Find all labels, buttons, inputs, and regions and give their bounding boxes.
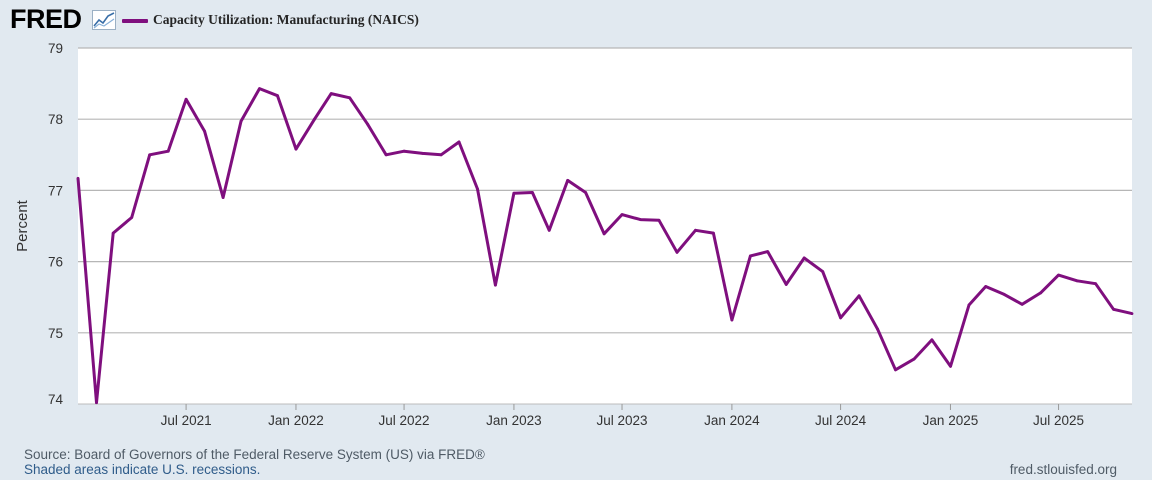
data-point	[130, 216, 134, 219]
data-point	[95, 401, 98, 404]
data-point	[1112, 307, 1115, 311]
data-point	[512, 191, 516, 195]
y-axis-title: Percent	[14, 199, 31, 252]
data-points	[76, 87, 1134, 404]
plot-area	[78, 48, 1132, 404]
data-point	[894, 368, 897, 372]
data-point	[421, 152, 424, 155]
data-point	[584, 191, 587, 194]
data-point	[476, 187, 479, 191]
data-point	[239, 119, 243, 123]
x-tick-label: Jul 2025	[1033, 413, 1084, 428]
data-point	[1094, 282, 1097, 286]
data-point	[784, 283, 788, 286]
line-chart-icon	[92, 10, 116, 30]
chart-header: FRED Capacity Utilization: Manufacturing…	[0, 0, 1152, 40]
fred-logo[interactable]: FRED	[10, 4, 82, 34]
data-point	[657, 218, 661, 222]
data-point	[749, 254, 752, 258]
data-point	[1057, 273, 1060, 277]
x-tick-label: Jul 2022	[379, 413, 430, 428]
y-tick-label: 78	[48, 112, 63, 127]
data-point	[1075, 279, 1079, 283]
data-point	[730, 318, 734, 322]
data-point	[439, 153, 443, 157]
y-tick-label: 75	[48, 326, 63, 341]
data-point	[620, 213, 624, 217]
data-point	[675, 250, 679, 254]
data-point	[294, 147, 298, 151]
data-point	[967, 303, 971, 307]
data-point	[839, 316, 842, 320]
data-point	[276, 94, 279, 98]
data-point	[76, 176, 80, 180]
legend-label: Capacity Utilization: Manufacturing (NAI…	[153, 12, 419, 27]
data-point	[639, 218, 642, 222]
data-point	[912, 357, 916, 361]
data-point	[348, 96, 352, 100]
data-point	[494, 283, 497, 287]
data-point	[258, 87, 261, 90]
data-point	[111, 231, 115, 235]
x-tick-label: Jan 2023	[486, 413, 542, 428]
data-point	[821, 270, 825, 273]
site-url[interactable]: fred.stlouisfed.org	[1009, 462, 1117, 477]
x-tick-label: Jan 2022	[268, 413, 324, 428]
data-point	[876, 327, 879, 331]
data-point	[384, 153, 388, 157]
x-tick-label: Jul 2023	[596, 413, 647, 428]
data-point	[802, 256, 806, 260]
legend-swatch	[122, 19, 148, 23]
x-tick-label: Jan 2025	[923, 413, 979, 428]
data-point	[1039, 291, 1042, 295]
y-axis-ticks: 74 75 76 77 78 79	[48, 41, 64, 407]
data-point	[694, 228, 697, 232]
x-tick-label: Jul 2021	[161, 413, 212, 428]
data-point	[857, 294, 861, 298]
data-point	[1002, 293, 1006, 296]
data-point	[329, 92, 333, 95]
y-tick-label: 74	[48, 392, 64, 407]
data-point	[166, 149, 170, 153]
y-tick-label: 79	[48, 41, 63, 56]
x-tick-label: Jul 2024	[815, 413, 867, 428]
data-point	[531, 191, 534, 194]
y-tick-label: 76	[48, 255, 63, 270]
data-point	[221, 196, 225, 199]
data-point	[1020, 302, 1024, 306]
data-point	[766, 250, 770, 254]
data-point	[402, 149, 406, 153]
data-point	[184, 97, 188, 101]
data-point	[949, 364, 952, 368]
gridlines	[78, 47, 1132, 405]
data-point	[313, 117, 316, 121]
data-point	[984, 285, 988, 288]
data-point	[148, 153, 152, 157]
source-note: Source: Board of Governors of the Federa…	[24, 447, 485, 462]
recession-note[interactable]: Shaded areas indicate U.S. recessions.	[24, 462, 261, 477]
data-point	[366, 122, 369, 126]
x-axis-ticks: Jul 2021 Jan 2022 Jul 2022 Jan 2023 Jul 2023…	[161, 404, 1084, 428]
y-tick-label: 77	[48, 183, 63, 198]
data-point	[602, 232, 606, 236]
data-point	[203, 129, 207, 133]
data-point	[547, 228, 551, 232]
x-tick-label: Jan 2024	[704, 413, 760, 428]
data-point	[712, 231, 715, 235]
data-point	[930, 338, 934, 342]
data-point	[566, 179, 570, 182]
line-chart: 74 75 76 77 78 79 Jul 2021 Jan 2022 Jul 2022 Jan…	[14, 41, 1134, 428]
data-point	[1130, 312, 1134, 315]
data-point	[457, 140, 461, 144]
